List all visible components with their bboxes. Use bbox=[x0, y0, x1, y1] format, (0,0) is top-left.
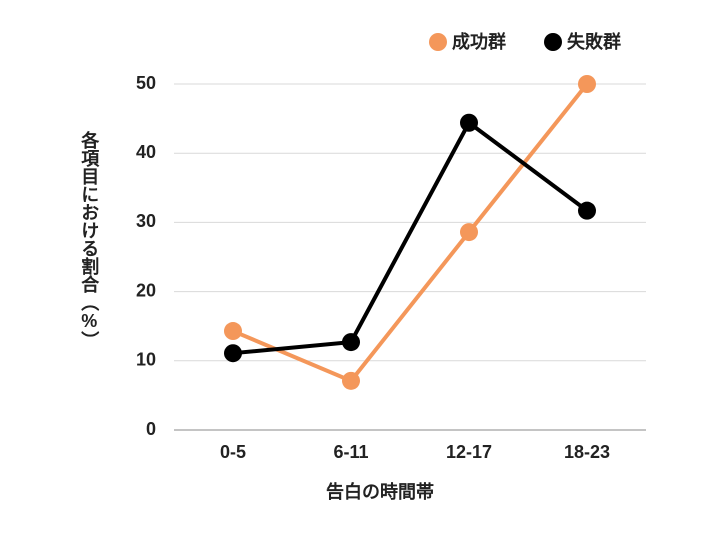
legend-marker bbox=[429, 33, 447, 51]
series-line bbox=[232, 82, 589, 384]
data-point bbox=[578, 75, 596, 93]
data-point bbox=[224, 322, 242, 341]
data-point bbox=[342, 371, 360, 390]
data-point bbox=[342, 333, 360, 352]
y-tick-label: 50 bbox=[136, 73, 156, 93]
data-point bbox=[460, 223, 478, 242]
y-tick-label: 40 bbox=[136, 142, 156, 162]
data-point bbox=[460, 113, 478, 132]
x-tick-label: 0-5 bbox=[220, 442, 246, 462]
legend-marker bbox=[544, 33, 562, 51]
y-tick-label: 10 bbox=[136, 350, 156, 370]
legend-label: 失敗群 bbox=[567, 31, 621, 52]
y-tick-label: 30 bbox=[136, 211, 156, 231]
y-tick-label: 0 bbox=[146, 419, 156, 439]
series-line bbox=[232, 119, 589, 356]
x-tick-label: 6-11 bbox=[333, 442, 368, 462]
legend-label: 成功群 bbox=[452, 31, 506, 52]
x-axis-title: 告白の時間帯 bbox=[326, 481, 434, 502]
x-tick-label: 12-17 bbox=[446, 442, 492, 462]
y-axis-title: 各項目における割合（%） bbox=[79, 130, 100, 349]
data-point bbox=[224, 344, 242, 363]
x-tick-label: 18-23 bbox=[564, 442, 610, 462]
y-tick-label: 20 bbox=[136, 280, 156, 300]
data-point bbox=[578, 201, 596, 220]
